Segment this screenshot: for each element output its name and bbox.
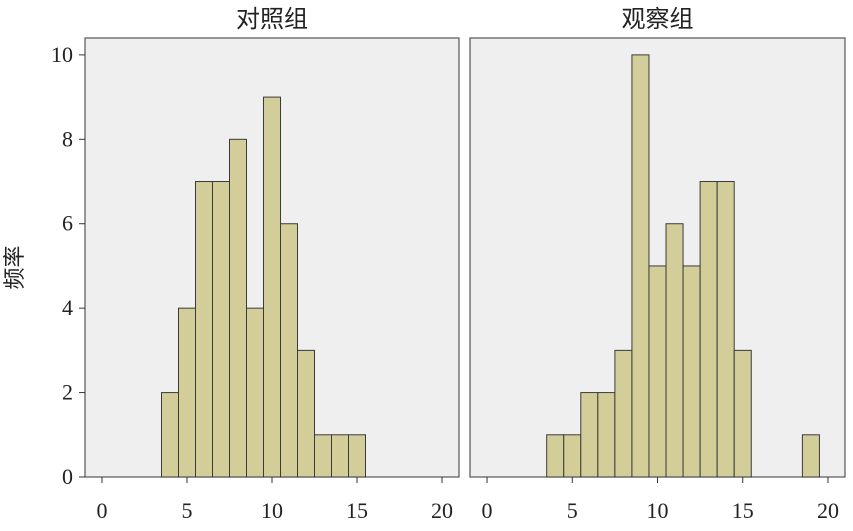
x-tick-label: 20	[431, 498, 453, 523]
histogram-bar	[648, 265, 667, 478]
histogram-bar	[631, 54, 650, 478]
histogram-bar	[614, 349, 633, 478]
histogram-bar	[716, 181, 735, 478]
x-tick-label: 10	[647, 498, 669, 523]
histogram-bar	[314, 434, 332, 478]
panel-title: 观察组	[622, 6, 694, 33]
histogram-bar	[212, 181, 230, 478]
histogram-bar	[733, 349, 752, 478]
histogram-bar	[331, 434, 349, 478]
x-tick-label: 15	[732, 498, 754, 523]
histogram-bar	[546, 434, 565, 478]
panel-title: 对照组	[236, 6, 308, 33]
x-tick-label: 5	[182, 498, 193, 523]
histogram-bar	[297, 349, 315, 478]
histogram-bar	[263, 96, 281, 478]
y-tick-label: 6	[62, 211, 73, 236]
x-tick-label: 10	[261, 498, 283, 523]
y-tick-label: 10	[51, 42, 73, 67]
histogram-bar	[699, 181, 718, 478]
x-tick-label: 0	[482, 498, 493, 523]
histogram-bar	[246, 307, 264, 478]
histogram-bar	[597, 392, 616, 478]
histogram-bar	[665, 223, 684, 478]
y-tick-label: 4	[62, 295, 73, 320]
y-tick-label: 2	[62, 380, 73, 405]
histogram-bar	[348, 434, 366, 478]
histogram-bar	[280, 223, 298, 478]
x-tick-label: 15	[346, 498, 368, 523]
histogram-bar	[161, 392, 179, 478]
histogram-bar	[580, 392, 599, 478]
histogram-bar	[229, 138, 247, 478]
x-tick-label: 5	[567, 498, 578, 523]
y-axis-label: 频率	[2, 245, 27, 289]
y-tick-label: 0	[62, 464, 73, 489]
x-tick-label: 20	[817, 498, 839, 523]
histogram-bar	[195, 181, 213, 478]
histogram-bar	[801, 434, 820, 478]
histogram-bar	[682, 265, 701, 478]
x-tick-label: 0	[97, 498, 108, 523]
y-tick-label: 8	[62, 126, 73, 151]
histogram-bar	[563, 434, 582, 478]
histogram-bar	[178, 307, 196, 478]
